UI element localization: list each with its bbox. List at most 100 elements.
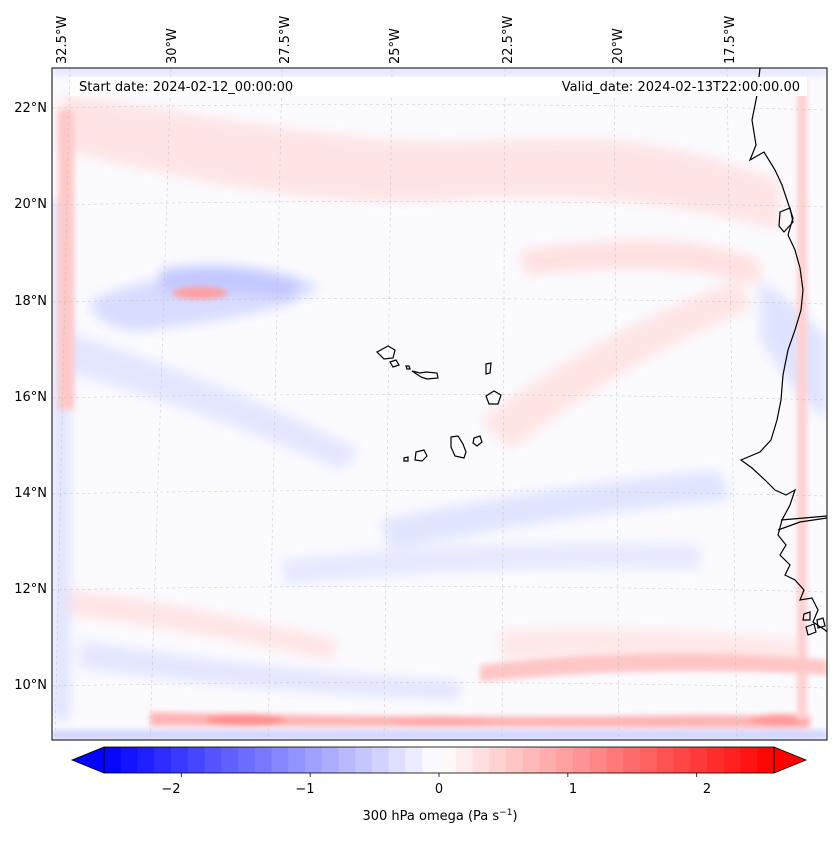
lat-label: 14°N — [14, 486, 47, 501]
island-sal — [485, 362, 492, 375]
colorbar-tick-label: 2 — [703, 782, 711, 797]
colorbar-ticks — [180, 773, 698, 777]
colorbar-tick-label: 1 — [569, 782, 577, 797]
parallel-22n — [52, 104, 827, 111]
lon-label: 17.5°W — [723, 16, 738, 64]
colorbar-step — [740, 747, 758, 773]
map-panel: Start date: 2024-02-12_00:00:00 Valid_da… — [52, 68, 827, 740]
parallel-14n — [52, 490, 827, 497]
colorbar-step — [288, 747, 306, 773]
colorbar-step — [723, 747, 742, 773]
lat-label: 16°N — [14, 390, 47, 405]
island-fogo — [414, 449, 428, 462]
lon-label: 22.5°W — [501, 16, 516, 64]
meridian-17-5w — [726, 68, 738, 740]
colorbar-label-sup: −1 — [499, 808, 512, 818]
date-header-box — [70, 77, 807, 96]
parallel-18n — [52, 298, 827, 305]
parallel-16n — [52, 394, 827, 401]
lat-label: 22°N — [14, 101, 47, 116]
colorbar-step — [623, 747, 641, 773]
island-santo-antao — [376, 345, 396, 360]
colorbar-step — [489, 747, 507, 773]
colorbar-step — [221, 747, 239, 773]
meridian-30w — [149, 68, 172, 740]
island-santiago — [450, 435, 467, 459]
start-date: Start date: 2024-02-12_00:00:00 — [79, 80, 293, 95]
lat-labels: 22°N 20°N 18°N 16°N 14°N 12°N 10°N — [14, 101, 47, 693]
colorbar-step — [439, 747, 457, 773]
colorbar-step — [271, 747, 289, 773]
colorbar-max-extend — [773, 746, 808, 774]
colorbar-step — [204, 747, 222, 773]
colorbar-step — [154, 747, 172, 773]
colorbar-step — [372, 747, 390, 773]
bijagos-islands — [802, 611, 826, 636]
lat-label: 10°N — [14, 678, 47, 693]
meridian-27-5w — [267, 68, 283, 740]
colorbar-tick-labels: −2 −1 0 1 2 — [161, 782, 711, 797]
colorbar-label: 300 hPa omega (Pa s−1) — [362, 808, 517, 824]
colorbar-step — [388, 747, 407, 773]
gambia-inlet — [777, 517, 827, 531]
island-maio — [472, 435, 483, 447]
colorbar-step — [137, 747, 155, 773]
colorbar-step — [573, 747, 591, 773]
colorbar-step — [422, 747, 440, 773]
meridian-32-5w — [54, 68, 71, 740]
valid-date: Valid_date: 2024-02-13T22:00:00.00 — [562, 80, 800, 95]
lon-label: 27.5°W — [278, 16, 293, 64]
colorbar-steps — [104, 747, 775, 773]
africa-coastline — [739, 68, 827, 633]
colorbar-step — [556, 747, 574, 773]
island-boa-vista — [485, 390, 502, 405]
island-sao-vicente — [389, 359, 400, 368]
lat-label: 12°N — [14, 582, 47, 597]
island-sao-nicolau — [411, 370, 439, 380]
colorbar-step — [640, 747, 658, 773]
lon-label: 20°W — [611, 28, 626, 64]
colorbar-step — [589, 747, 608, 773]
colorbar-label-main: 300 hPa omega (Pa s — [362, 809, 499, 824]
colorbar-min-extend — [70, 746, 105, 774]
parallel-10n — [52, 682, 827, 689]
colorbar-step — [355, 747, 373, 773]
colorbar-step — [757, 747, 775, 773]
colorbar-step — [104, 747, 122, 773]
colorbar-step — [305, 747, 323, 773]
colorbar-step — [707, 747, 725, 773]
colorbar-step — [539, 747, 557, 773]
parallel-20n — [52, 201, 827, 208]
lat-label: 20°N — [14, 197, 47, 212]
gambia-river — [780, 515, 827, 521]
colorbar-step — [455, 747, 474, 773]
colorbar-step — [120, 747, 139, 773]
parallel-12n — [52, 586, 827, 593]
colorbar-step — [321, 747, 340, 773]
colorbar-step — [171, 747, 189, 773]
lon-label: 25°W — [388, 28, 403, 64]
meridian-25w — [383, 68, 393, 740]
colorbar-step — [506, 747, 524, 773]
colorbar-step — [254, 747, 273, 773]
omega-field — [52, 68, 827, 740]
meridian-22-5w — [501, 68, 506, 740]
lon-label: 32.5°W — [55, 16, 70, 64]
colorbar-step — [690, 747, 708, 773]
colorbar: −2 −1 0 1 2 300 hPa omega (Pa s−1) — [70, 746, 808, 824]
island-santa-luzia — [405, 365, 411, 370]
canary-coast-inlet — [778, 207, 794, 233]
lon-labels: 32.5°W 30°W 27.5°W 25°W 22.5°W 20°W 17.5… — [55, 16, 738, 64]
colorbar-step — [472, 747, 490, 773]
meridian-20w — [613, 68, 620, 740]
colorbar-step — [405, 747, 423, 773]
coastlines — [376, 68, 827, 636]
lon-label: 30°W — [165, 28, 180, 64]
colorbar-tick-label: 0 — [435, 782, 443, 797]
colorbar-step — [187, 747, 206, 773]
colorbar-step — [522, 747, 541, 773]
colorbar-step — [656, 747, 675, 773]
colorbar-step — [606, 747, 624, 773]
colorbar-step — [338, 747, 356, 773]
colorbar-step — [238, 747, 256, 773]
